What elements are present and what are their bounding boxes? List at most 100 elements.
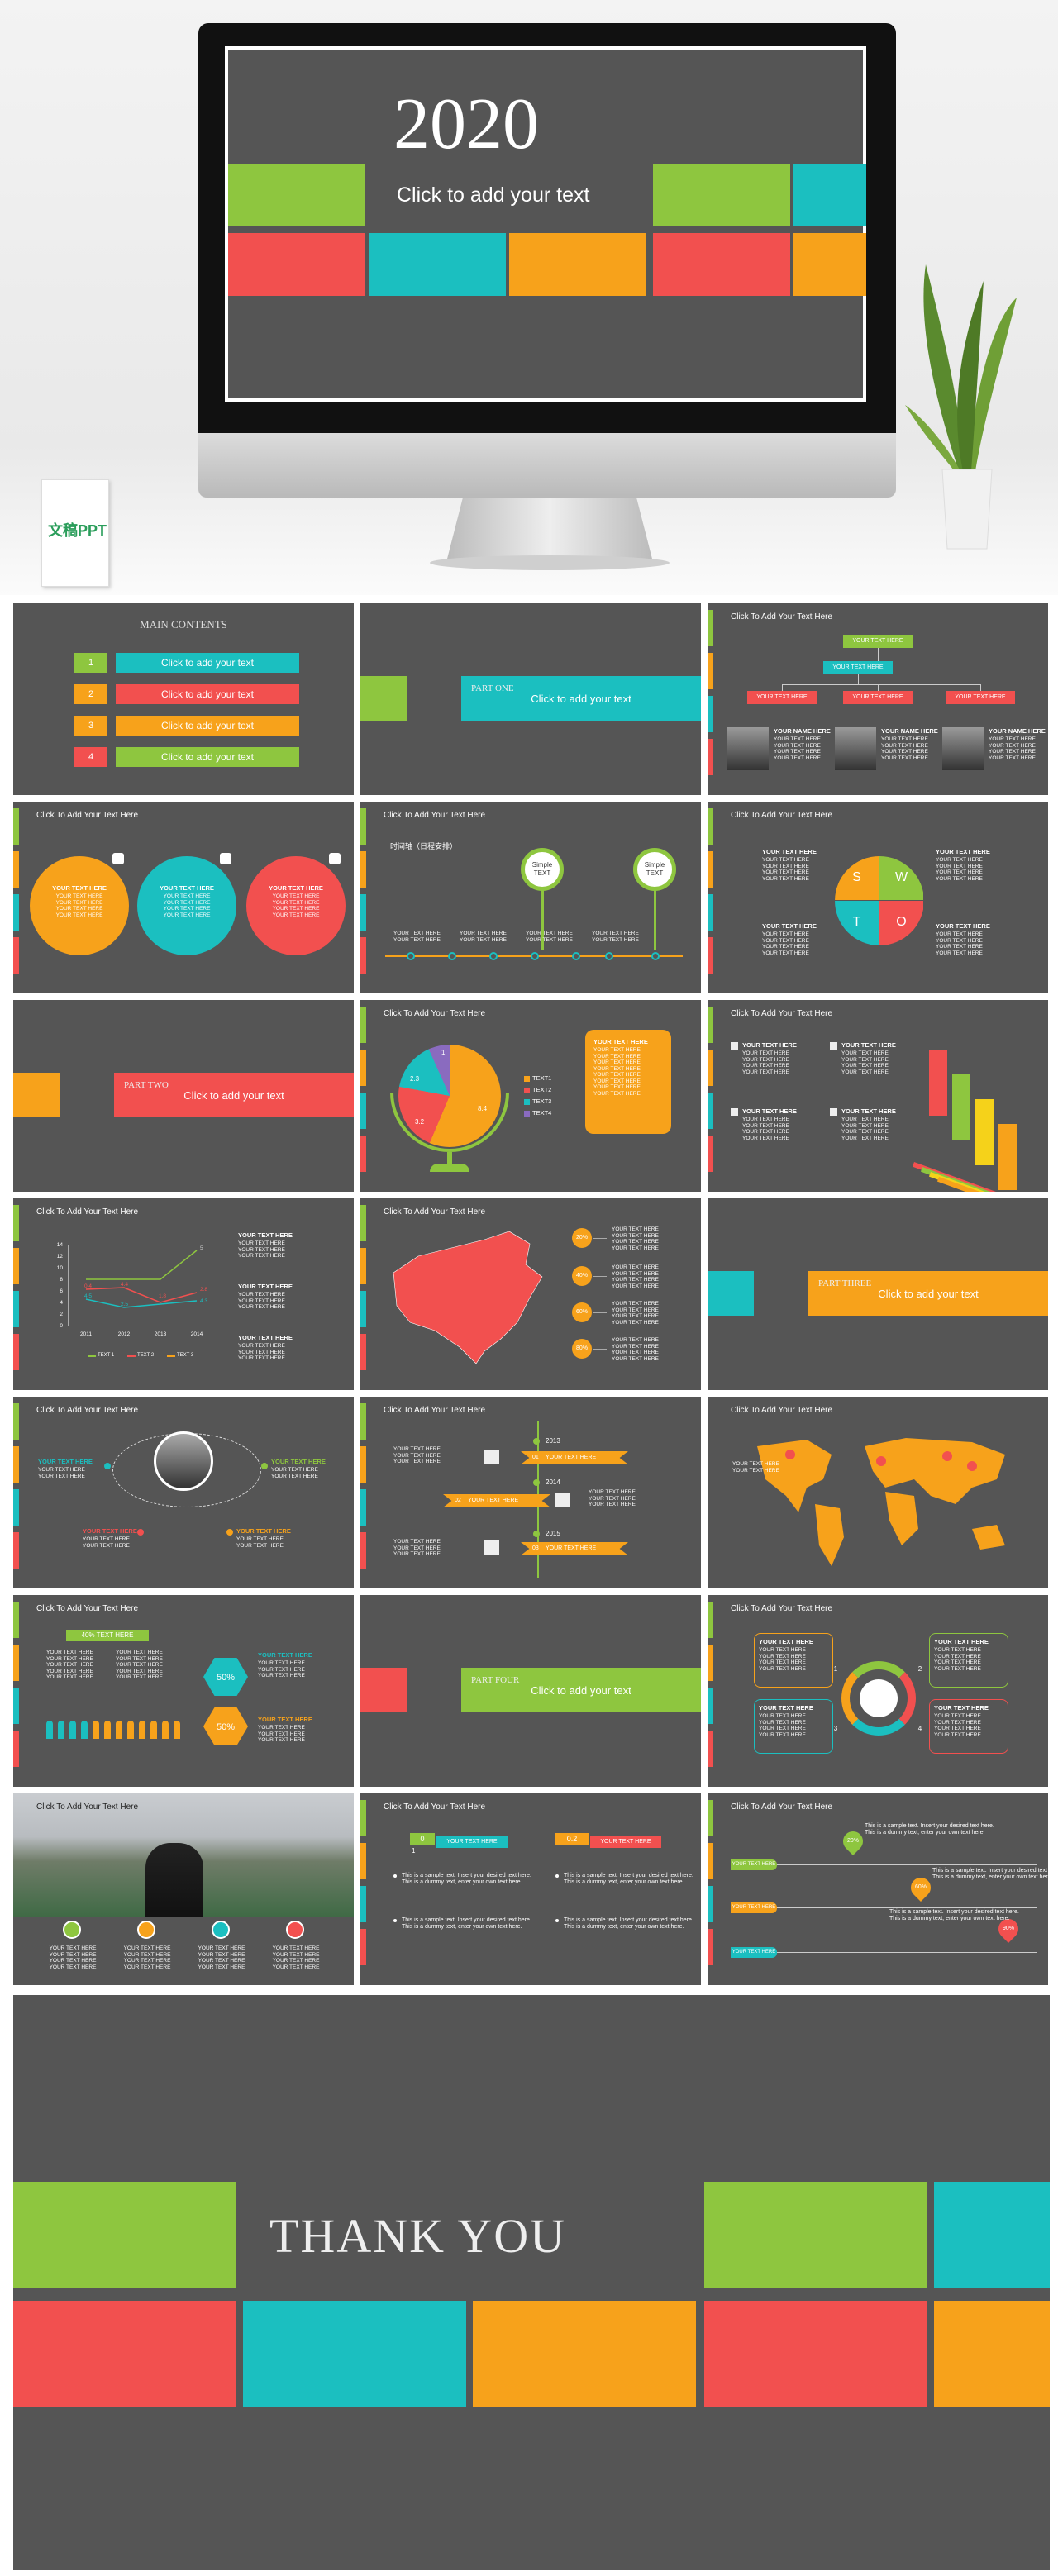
thanks-text: THANK YOU <box>269 2209 566 2263</box>
bar <box>473 2301 696 2407</box>
block-text: YOUR TEXT HERE <box>742 1063 789 1069</box>
point-label: 4.3 <box>200 1298 208 1304</box>
ribbon-text: YOUR TEXT HERE <box>546 1545 597 1551</box>
icon <box>830 1042 837 1050</box>
section-text: Click to add your text <box>183 1089 284 1102</box>
side-strip <box>13 1205 19 1241</box>
block-text: YOUR TEXT HERE <box>936 931 983 937</box>
slide-title: Click To Add Your Text Here <box>36 1802 139 1812</box>
legend-text: TEXT 2 <box>137 1353 155 1358</box>
side-strip <box>708 1093 713 1129</box>
side-strip <box>708 1731 713 1767</box>
part-label: PART THREE <box>818 1278 872 1288</box>
side-strip <box>708 1843 713 1879</box>
block-text: YOUR TEXT HERE <box>123 1964 171 1970</box>
side-strip <box>360 1886 366 1922</box>
text-frame <box>754 1699 833 1754</box>
block-text: YOUR TEXT HERE <box>759 1665 806 1672</box>
percent-label: 40% <box>575 1273 588 1278</box>
block-text: YOUR TEXT HERE <box>393 1551 441 1557</box>
marker-label: 90% <box>1002 1926 1014 1931</box>
block-heading: YOUR TEXT HERE <box>238 1231 293 1239</box>
block-text: YOUR TEXT HERE <box>238 1349 285 1355</box>
item-text: Click to add your text <box>116 653 299 673</box>
label: YOUR TEXT HERE <box>843 635 913 648</box>
y-tick-label: 8 <box>60 1277 63 1283</box>
text-frame <box>929 1633 1008 1688</box>
connector <box>878 684 879 691</box>
point-label: 2.8 <box>200 1287 208 1293</box>
side-strip <box>360 808 366 845</box>
screen-slide: 2020 Click to add your text <box>225 46 866 402</box>
bar-3d <box>998 1124 1017 1190</box>
block-text: YOUR TEXT HERE <box>198 1945 245 1951</box>
line-series <box>13 1198 354 1390</box>
slide-title: Click To Add Your Text Here <box>36 1406 139 1415</box>
step-number: 3 <box>833 1725 838 1732</box>
bar <box>228 164 365 226</box>
hexagon <box>203 1707 248 1745</box>
block-text: YOUR TEXT HERE <box>198 1958 245 1964</box>
block-heading: YOUR TEXT HERE <box>759 1704 813 1712</box>
block-text: YOUR TEXT HERE <box>936 857 983 863</box>
item-text: Click to add your text <box>116 684 299 704</box>
bar <box>243 2301 466 2407</box>
x-tick-label: 2014 <box>190 1331 203 1337</box>
block-text: YOUR TEXT HERE <box>612 1226 659 1232</box>
icon <box>731 1042 738 1050</box>
block-text: YOUR TEXT HERE <box>742 1135 789 1141</box>
block-text: YOUR TEXT HERE <box>83 1536 130 1542</box>
side-strip <box>13 894 19 931</box>
block-text: YOUR TEXT HERE <box>272 1945 320 1951</box>
block-text: YOUR TEXT HERE <box>163 906 211 912</box>
block-heading: YOUR NAME HERE <box>989 727 1046 735</box>
block-text: YOUR TEXT HERE <box>46 1674 93 1680</box>
block-text: This is a sample text. Insert your desir… <box>402 1873 531 1885</box>
block-text: YOUR TEXT HERE <box>46 1650 93 1655</box>
bar <box>934 2301 1050 2407</box>
block-text: YOUR TEXT HERE <box>238 1246 285 1253</box>
legend-swatch <box>524 1099 530 1105</box>
block-text: YOUR TEXT HERE <box>589 1495 636 1502</box>
point-label: 1.8 <box>159 1293 167 1299</box>
part-label: PART TWO <box>124 1080 169 1090</box>
percent-label: 20% <box>575 1235 588 1240</box>
item-number: 3 <box>74 716 107 736</box>
slide-thumbnail: 20% YOUR TEXT HERE YOUR TEXT HERE YOUR TEXT… <box>360 1198 701 1390</box>
slide-thumbnail: MAIN CONTENTS 1 Click to add your text 2 Cli… <box>13 603 354 795</box>
block-text: YOUR TEXT HERE <box>762 875 809 882</box>
block-heading: YOUR TEXT HERE <box>52 884 107 892</box>
slide-title: Click To Add Your Text Here <box>384 1406 486 1415</box>
hexagon-label: 50% <box>216 1722 236 1732</box>
icon-circle <box>286 1921 304 1939</box>
block-text: YOUR TEXT HERE <box>841 1122 889 1129</box>
percent-circle <box>572 1339 592 1359</box>
side-strip <box>708 739 713 775</box>
block-text: YOUR TEXT HERE <box>612 1319 659 1326</box>
side-strip <box>708 1602 713 1638</box>
side-strip <box>13 1731 19 1767</box>
progress-value: 0.2 <box>566 1835 578 1843</box>
side-strip <box>708 1886 713 1922</box>
block-text: YOUR TEXT HERE <box>123 1951 171 1958</box>
side-strip <box>13 1602 19 1638</box>
connector <box>593 1238 607 1239</box>
block-text: YOUR TEXT HERE <box>762 931 809 937</box>
bar <box>369 233 506 296</box>
block-text: YOUR TEXT HERE <box>258 1725 305 1731</box>
block-text: YOUR TEXT HERE <box>934 1665 981 1672</box>
block-text: YOUR TEXT HERE <box>238 1304 285 1310</box>
side-strip <box>13 1334 19 1370</box>
hero-year: 2020 <box>393 84 539 164</box>
block-heading: YOUR NAME HERE <box>774 727 831 735</box>
block-text: YOUR TEXT HERE <box>612 1232 659 1239</box>
block-text: YOUR TEXT HERE <box>612 1283 659 1289</box>
side-strip <box>360 1136 366 1172</box>
x-tick-label: 2012 <box>117 1331 131 1337</box>
part-label: PART ONE <box>471 683 514 693</box>
block-text: YOUR TEXT HERE <box>272 912 320 918</box>
side-strip <box>360 1843 366 1879</box>
block-text: YOUR TEXT HERE <box>881 749 928 755</box>
timeline-dot <box>407 952 415 960</box>
block-text: YOUR TEXT HERE <box>841 1069 889 1075</box>
